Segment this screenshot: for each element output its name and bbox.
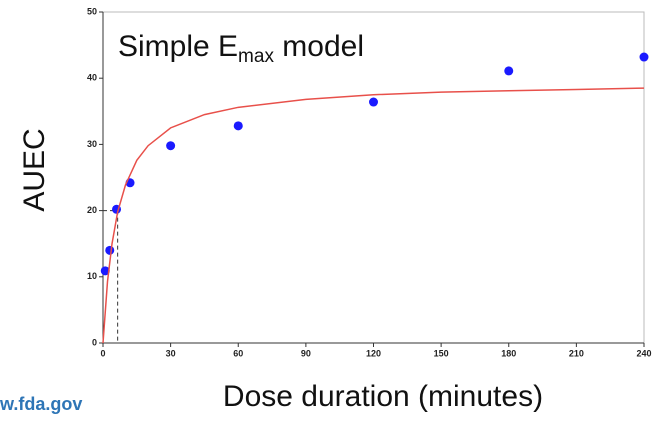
x-tick-label: 150 xyxy=(434,348,449,358)
fit-curve xyxy=(102,87,645,344)
x-tick-label: 0 xyxy=(100,348,105,358)
x-tick-label: 210 xyxy=(569,348,584,358)
y-tick-label: 20 xyxy=(87,205,97,215)
title-subscript: max xyxy=(238,46,274,67)
x-tick-label: 240 xyxy=(636,348,651,358)
x-tick-label: 90 xyxy=(301,348,311,358)
data-point xyxy=(233,121,243,131)
data-point xyxy=(369,97,378,107)
chart-title: Simple Emax model xyxy=(118,30,364,67)
data-point xyxy=(100,266,110,276)
data-point xyxy=(166,141,176,151)
y-tick-label: 30 xyxy=(87,139,97,149)
title-main: Simple E xyxy=(118,30,238,63)
data-point xyxy=(504,66,514,76)
data-point xyxy=(639,52,649,62)
y-tick-label: 40 xyxy=(87,73,97,83)
source: w.fda.gov xyxy=(0,394,82,414)
title-suffix: model xyxy=(274,30,364,63)
data-point xyxy=(105,245,115,255)
x-tick-label: 120 xyxy=(366,348,381,358)
y-tick-label: 50 xyxy=(87,6,97,16)
y-tick-label: 0 xyxy=(92,337,97,347)
y-axis-label: AUEC xyxy=(18,128,51,211)
x-tick-label: 60 xyxy=(233,348,243,358)
y-tick-label: 10 xyxy=(87,271,97,281)
x-tick-label: 30 xyxy=(166,348,176,358)
x-axis-label: Dose duration (minutes) xyxy=(223,380,543,413)
x-tick-label: 180 xyxy=(501,348,516,358)
